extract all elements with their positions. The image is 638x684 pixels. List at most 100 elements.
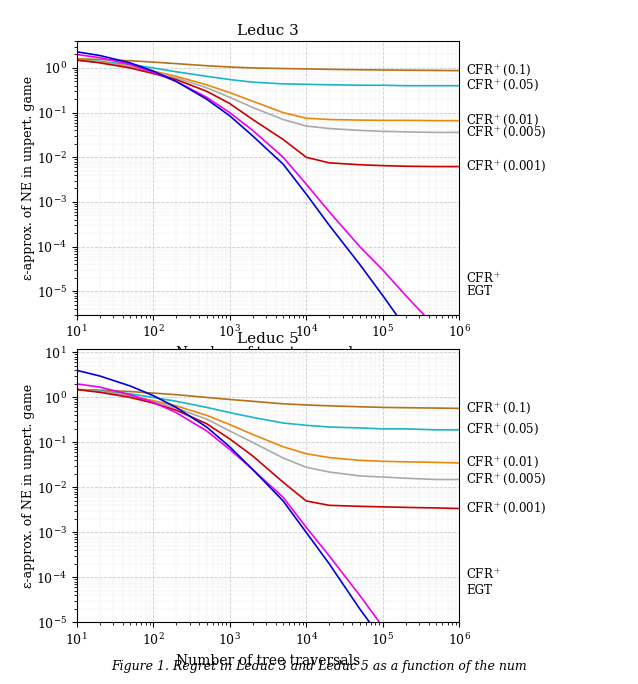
CFR$^+$(0.1) [73,385,80,393]
EGT [302,190,310,198]
CFR$^+$(0.01) [172,73,180,81]
CFR$^+$ [149,398,157,406]
CFR$^+$(0.05) [433,425,440,434]
Line: CFR$^+$(0.005): CFR$^+$(0.005) [77,60,459,133]
CFR$^+$(0.1) [149,58,157,66]
CFR$^+$ [126,391,134,399]
EGT [73,366,80,374]
CFR$^+$ [226,445,234,453]
CFR$^+$(0.01) [325,116,333,124]
CFR$^+$(0.01) [96,387,103,395]
Line: CFR$^+$(0.01): CFR$^+$(0.01) [77,60,459,120]
CFR$^+$(0.001) [379,161,387,170]
Text: CFR$^+$(0.01): CFR$^+$(0.01) [466,456,539,471]
CFR$^+$(0.05) [356,81,364,90]
CFR$^+$(0.005) [73,385,80,393]
Text: EGT: EGT [466,285,492,298]
CFR$^+$(0.05) [302,80,310,88]
CFR$^+$(0.1) [433,404,440,412]
CFR$^+$ [356,243,364,251]
CFR$^+$(0.01) [433,116,440,124]
CFR$^+$ [433,324,440,332]
CFR$^+$(0.05) [226,75,234,83]
CFR$^+$(0.05) [456,81,463,90]
CFR$^+$(0.05) [379,81,387,90]
CFR$^+$(0.005) [402,474,410,482]
Line: CFR$^+$(0.1): CFR$^+$(0.1) [77,59,459,70]
Line: CFR$^+$: CFR$^+$ [77,384,459,684]
EGT [73,48,80,56]
CFR$^+$(0.005) [149,397,157,406]
CFR$^+$ [96,53,103,62]
CFR$^+$(0.1) [172,60,180,68]
CFR$^+$ [279,153,287,161]
EGT [126,59,134,67]
CFR$^+$(0.05) [126,60,134,68]
Y-axis label: ε-approx. of NE in unpert. game: ε-approx. of NE in unpert. game [22,384,35,588]
CFR$^+$(0.005) [126,63,134,71]
CFR$^+$(0.001) [149,399,157,407]
Line: CFR$^+$(0.1): CFR$^+$(0.1) [77,389,459,408]
EGT [402,324,410,332]
CFR$^+$(0.01) [226,88,234,96]
CFR$^+$(0.001) [126,393,134,402]
Y-axis label: ε-approx. of NE in unpert. game: ε-approx. of NE in unpert. game [22,76,35,280]
CFR$^+$(0.05) [402,81,410,90]
CFR$^+$(0.05) [249,413,256,421]
CFR$^+$(0.001) [172,75,180,83]
CFR$^+$ [203,427,211,435]
CFR$^+$(0.005) [96,387,103,395]
CFR$^+$(0.05) [96,386,103,395]
CFR$^+$(0.01) [379,457,387,465]
CFR$^+$(0.01) [356,456,364,464]
CFR$^+$(0.005) [456,475,463,484]
CFR$^+$(0.005) [325,468,333,476]
CFR$^+$ [149,68,157,77]
CFR$^+$(0.001) [302,153,310,161]
CFR$^+$(0.001) [249,116,256,124]
EGT [279,160,287,168]
CFR$^+$(0.005) [302,463,310,471]
CFR$^+$(0.005) [379,127,387,135]
CFR$^+$(0.1) [249,64,256,72]
CFR$^+$(0.1) [126,387,134,395]
CFR$^+$(0.05) [456,425,463,434]
CFR$^+$(0.001) [279,135,287,144]
CFR$^+$ [302,180,310,188]
CFR$^+$(0.001) [172,406,180,415]
Text: CFR$^+$(0.01): CFR$^+$(0.01) [466,113,539,128]
CFR$^+$ [356,591,364,599]
CFR$^+$(0.05) [149,393,157,402]
CFR$^+$(0.005) [433,475,440,484]
Line: CFR$^+$(0.05): CFR$^+$(0.05) [77,60,459,86]
CFR$^+$(0.01) [279,443,287,451]
Line: CFR$^+$(0.001): CFR$^+$(0.001) [77,60,459,166]
CFR$^+$(0.005) [433,129,440,137]
CFR$^+$(0.1) [96,55,103,64]
CFR$^+$(0.01) [302,114,310,122]
CFR$^+$(0.001) [379,503,387,511]
CFR$^+$(0.005) [73,56,80,64]
Text: CFR$^+$(0.001): CFR$^+$(0.001) [466,159,547,174]
CFR$^+$(0.05) [302,421,310,430]
CFR$^+$ [172,77,180,86]
CFR$^+$(0.1) [249,397,256,406]
CFR$^+$(0.05) [96,57,103,66]
CFR$^+$(0.05) [356,424,364,432]
CFR$^+$(0.1) [325,65,333,73]
CFR$^+$(0.01) [279,109,287,117]
CFR$^+$(0.05) [226,408,234,417]
CFR$^+$(0.005) [356,472,364,480]
EGT [249,132,256,140]
CFR$^+$(0.01) [73,56,80,64]
EGT [456,390,463,398]
CFR$^+$ [402,655,410,663]
CFR$^+$(0.1) [456,66,463,75]
CFR$^+$(0.005) [96,58,103,66]
CFR$^+$(0.005) [456,129,463,137]
Text: CFR$^+$: CFR$^+$ [466,567,502,581]
CFR$^+$ [203,93,211,101]
CFR$^+$(0.05) [325,81,333,89]
CFR$^+$(0.01) [402,458,410,466]
CFR$^+$(0.005) [203,415,211,423]
